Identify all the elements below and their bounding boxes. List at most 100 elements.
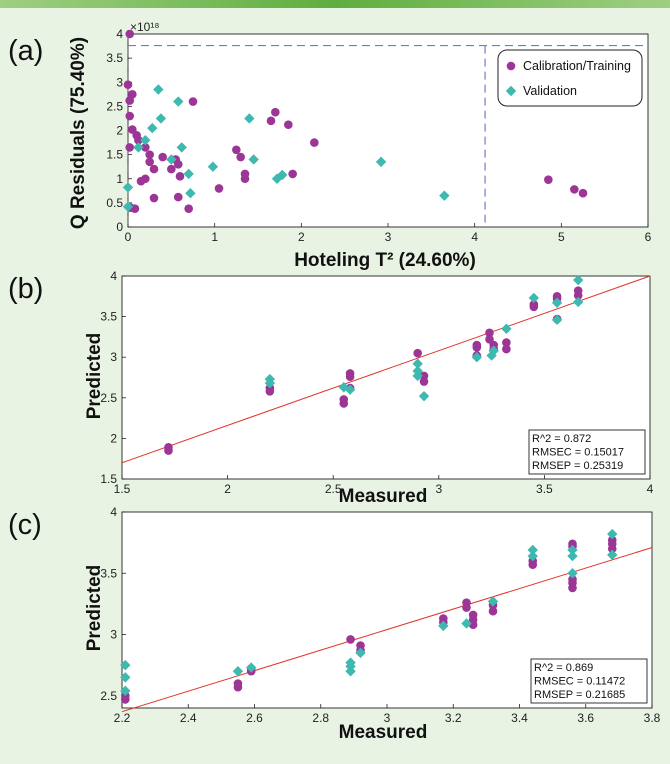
panel-label-c: (c) [8,509,42,541]
calibration-point-b [552,292,562,301]
validation-point-c [355,647,366,659]
calibration-point-b [339,399,349,408]
y-tick-label-b: 4 [110,269,117,283]
x-tick-label-c: 2.6 [246,711,263,725]
y-tick-label-b: 2.5 [100,391,117,405]
calibration-point-c [121,695,130,704]
x-tick-label-c: 3 [384,711,391,725]
stats-line-b: RMSEC = 0.15017 [532,447,624,459]
calibration-point-b [529,302,539,312]
y-tick-label-c: 4 [110,505,117,519]
y-axis-title-c: Predicted [84,565,105,652]
x-tick-label-c: 3.6 [577,711,594,725]
y-tick-label-a: 1.5 [106,148,123,162]
calibration-point-a [141,143,150,152]
calibration-point-a [128,90,137,99]
validation-point-b [572,296,584,308]
y-tick-label-a: 1 [116,172,123,186]
validation-point-a [173,96,184,107]
validation-point-c [607,528,618,540]
panel-label-b: (b) [8,273,43,305]
validation-point-a [155,113,167,124]
x-tick-label-a: 5 [558,230,565,244]
stats-line-c: R^2 = 0.869 [534,662,593,674]
calibration-point-a [240,169,250,179]
validation-point-c [120,685,131,697]
y-tick-label-a: 0 [116,220,123,234]
calibration-point-b [265,387,275,396]
stats-line-c: RMSEC = 0.11472 [534,676,625,688]
validation-point-b [551,297,563,308]
validation-point-a [133,142,144,153]
validation-point-c [567,550,578,562]
figure-canvas: (a) Hoteling T² (24.60%) Q Residuals (75.4… [8,20,661,743]
validation-point-b [412,370,423,382]
stats-line-b: R^2 = 0.872 [532,433,591,445]
validation-point-b [572,274,584,286]
calibration-point-b [502,344,511,354]
validation-point-c [527,544,538,556]
y-tick-label-c: 3.5 [100,566,117,580]
calibration-point-a [570,185,579,194]
y-tick-label-b: 3.5 [100,310,117,324]
x-axis-title-b: Measured [339,486,428,507]
x-tick-label-b: 2.5 [325,482,342,496]
calibration-point-a [149,164,159,174]
validation-point-b [412,358,423,369]
y-tick-label-b: 2 [110,431,117,445]
y-tick-label-a: 3 [116,75,123,89]
calibration-point-b [419,377,429,386]
x-tick-label-c: 3.2 [445,711,462,725]
top-accent-bar [0,0,670,8]
y-tick-label-a: 0.5 [106,196,123,210]
validation-point-c [345,666,356,677]
validation-point-a [248,154,259,165]
calibration-point-a [232,145,241,155]
y-tick-label-c: 2.5 [100,689,117,703]
x-tick-label-a: 2 [298,230,305,244]
validation-point-c [461,618,472,629]
calibration-point-a [266,116,276,126]
validation-point-c [120,672,131,683]
validation-point-b [528,292,540,304]
x-tick-label-b: 4 [647,482,654,496]
calibration-point-c [607,544,617,554]
y-tick-label-a: 2 [116,124,123,138]
panel-label-a: (a) [8,35,43,67]
validation-point-b [551,314,563,326]
x-tick-label-b: 1.5 [114,482,131,496]
validation-point-a [122,201,134,212]
stats-line-b: RMSEP = 0.25319 [532,460,623,472]
calibration-point-b [485,328,494,338]
x-tick-label-a: 6 [645,230,652,244]
calibration-point-b [573,291,583,300]
calibration-point-a [173,192,183,202]
legend-box [497,49,643,107]
calibration-point-a [123,80,133,89]
x-axis-title-c: Measured [339,722,428,743]
fit-line-b [121,275,651,464]
x-tick-label-a: 1 [211,230,218,244]
calibration-point-a [167,164,176,174]
x-tick-label-c: 3.4 [511,711,528,725]
calibration-point-c [568,583,577,593]
y-tick-label-a: 4 [116,27,123,41]
stats-box-c [530,658,648,704]
validation-point-a [375,156,387,168]
validation-point-a [277,169,288,181]
validation-point-b [471,352,483,363]
calibration-point-a [578,188,588,198]
calibration-point-a [175,172,185,181]
x-tick-label-a: 4 [471,230,478,244]
validation-point-a [147,122,158,134]
legend-validation-label: Validation [523,84,577,98]
validation-point-c [607,549,618,561]
calibration-point-a [188,97,198,106]
x-tick-label-a: 3 [385,230,392,244]
x-tick-label-b: 2 [224,482,231,496]
y-tick-label-b: 3 [110,350,117,364]
validation-point-c [567,544,578,556]
calibration-point-c [468,620,478,629]
calibration-point-c [346,635,355,644]
validation-point-a [244,113,255,124]
